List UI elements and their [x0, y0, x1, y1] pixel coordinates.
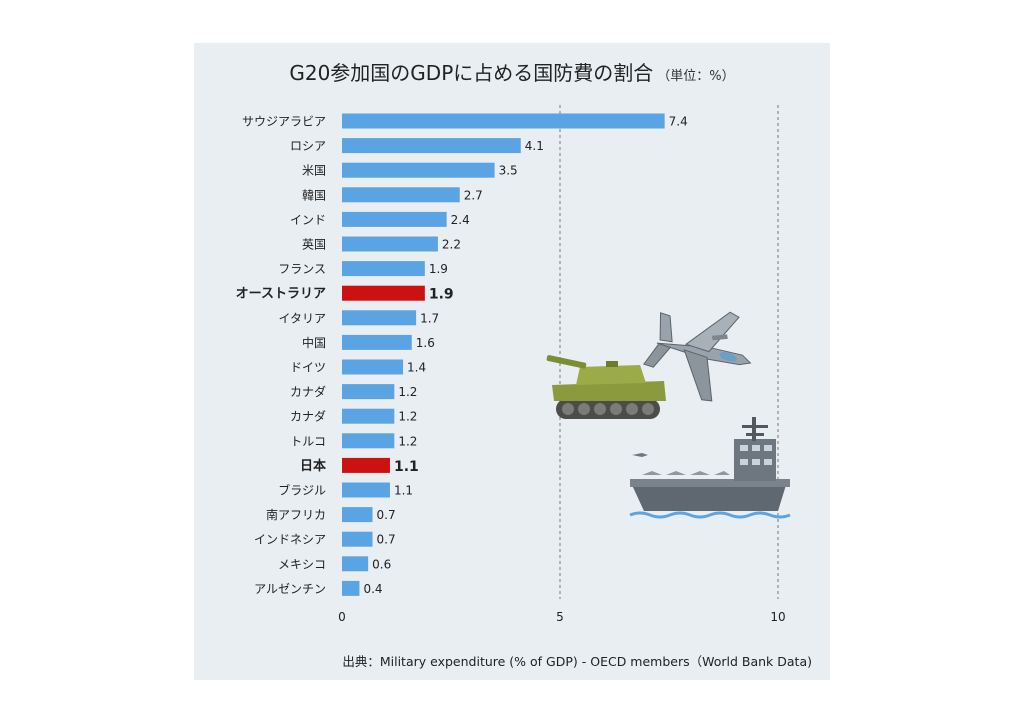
value-label: 0.7	[377, 533, 396, 547]
bar	[342, 261, 425, 277]
bar	[342, 482, 390, 498]
category-labels: サウジアラビア 7.4 ロシア 4.1 米国 3.5 韓国 2.7 インド 2.4 英国 2.2 フラン…	[236, 115, 688, 596]
value-label: 2.7	[464, 188, 483, 202]
category-label: サウジアラビア	[242, 115, 326, 129]
bar	[342, 310, 417, 326]
aircraft-carrier-icon	[629, 417, 791, 519]
value-label: 1.2	[398, 385, 417, 399]
bar	[342, 187, 460, 203]
value-label: 0.7	[377, 508, 396, 522]
category-label: ドイツ	[290, 361, 326, 375]
bars	[342, 113, 665, 596]
tank-icon	[546, 355, 666, 419]
category-label: イタリア	[278, 311, 326, 325]
x-tick-label: 5	[556, 610, 564, 624]
value-label: 1.1	[394, 484, 413, 498]
category-label: 日本	[300, 458, 326, 474]
value-label: 0.6	[372, 557, 391, 571]
value-label: 7.4	[669, 115, 688, 129]
category-label: 米国	[302, 164, 326, 178]
category-label: 英国	[302, 238, 326, 252]
bar	[342, 433, 395, 449]
value-label: 3.5	[499, 164, 518, 178]
value-label: 1.1	[394, 459, 419, 475]
x-tick-label: 0	[338, 610, 346, 624]
category-label: インドネシア	[254, 533, 326, 547]
bar-chart: サウジアラビア 7.4 ロシア 4.1 米国 3.5 韓国 2.7 インド 2.4 英国 2.2 フラン…	[236, 105, 791, 624]
category-label: カナダ	[290, 384, 326, 399]
bar	[342, 211, 447, 227]
value-label: 1.2	[398, 410, 417, 424]
category-label: アルゼンチン	[254, 582, 326, 596]
bar	[342, 138, 521, 154]
value-label: 2.2	[442, 238, 461, 252]
bar	[342, 162, 495, 178]
category-label: オーストラリア	[236, 287, 326, 302]
value-label: 1.7	[420, 311, 439, 325]
chart-title: G20参加国のGDPに占める国防費の割合	[289, 61, 654, 85]
value-label: 4.1	[525, 139, 544, 153]
category-label: 韓国	[302, 188, 326, 202]
gridlines	[559, 105, 779, 599]
x-axis: 0 5 10	[338, 610, 785, 624]
bar	[342, 384, 395, 400]
chart-title-row: G20参加国のGDPに占める国防費の割合 （単位：%）	[194, 57, 830, 86]
value-label: 0.4	[363, 582, 382, 596]
bar	[342, 507, 373, 523]
category-label: フランス	[278, 262, 326, 276]
bar	[342, 334, 412, 350]
bar	[342, 408, 395, 424]
category-label: ブラジル	[278, 483, 326, 498]
fighter-jet-icon	[643, 311, 752, 402]
chart-panel: G20参加国のGDPに占める国防費の割合 （単位：%） サウジアラビア 7.4 ロシア…	[194, 43, 830, 680]
x-tick-label: 10	[770, 610, 785, 624]
value-label: 1.6	[416, 336, 435, 350]
category-label: カナダ	[290, 409, 326, 424]
category-label: トルコ	[290, 434, 326, 448]
source-note: 出典：Military expenditure (% of GDP) - OEC…	[342, 654, 812, 669]
bar	[342, 556, 369, 572]
bar	[342, 113, 665, 129]
value-label: 1.9	[429, 262, 448, 276]
bar	[342, 236, 438, 252]
chart-unit: （単位：%）	[657, 69, 735, 84]
bar	[342, 457, 390, 473]
bar	[342, 359, 404, 375]
category-label: メキシコ	[278, 557, 326, 571]
bar	[342, 285, 425, 301]
category-label: 南アフリカ	[266, 507, 326, 522]
category-label: 中国	[302, 335, 326, 350]
category-label: インド	[290, 213, 326, 227]
value-label: 2.4	[451, 213, 470, 227]
bar	[342, 531, 373, 547]
value-label: 1.9	[429, 287, 454, 303]
value-label: 1.2	[398, 434, 417, 448]
bar	[342, 580, 360, 596]
category-label: ロシア	[290, 139, 326, 153]
value-label: 1.4	[407, 361, 426, 375]
